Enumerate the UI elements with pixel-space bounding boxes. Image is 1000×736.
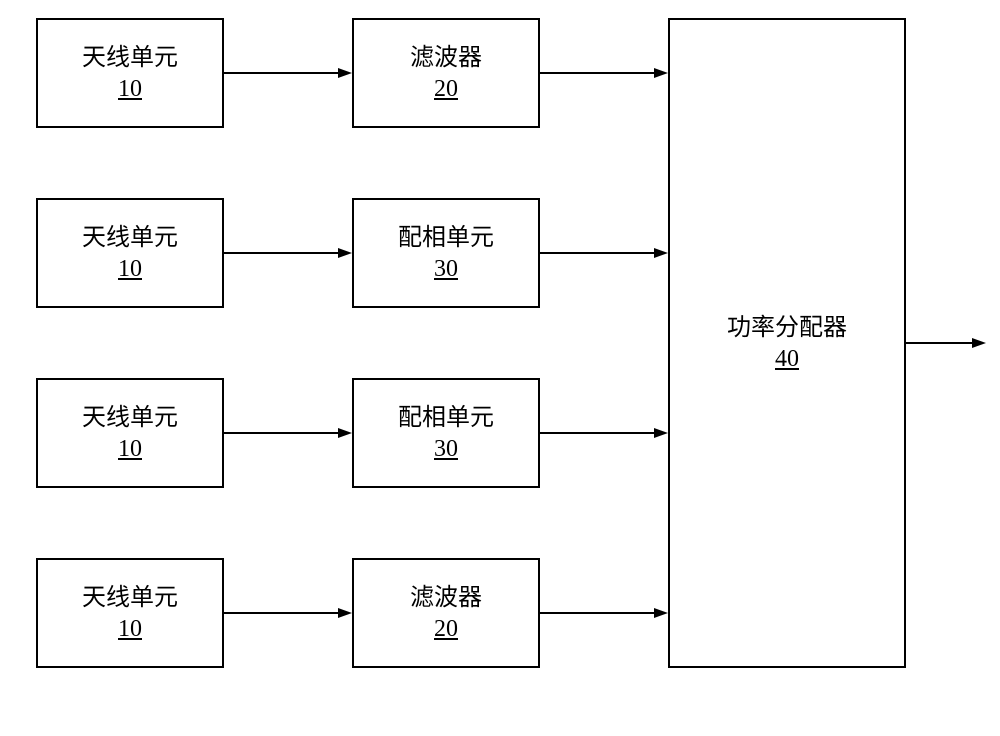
power-divider-label: 功率分配器 <box>727 313 847 344</box>
filter-1-num: 20 <box>434 76 458 103</box>
antenna-unit-3-label: 天线单元 <box>82 403 178 434</box>
power-divider-num: 40 <box>775 346 799 373</box>
antenna-unit-1-label: 天线单元 <box>82 43 178 74</box>
power-divider: 功率分配器 40 <box>668 18 906 668</box>
antenna-unit-1: 天线单元 10 <box>36 18 224 128</box>
antenna-unit-2-label: 天线单元 <box>82 223 178 254</box>
filter-2: 滤波器 20 <box>352 558 540 668</box>
antenna-unit-3: 天线单元 10 <box>36 378 224 488</box>
filter-2-label: 滤波器 <box>410 583 482 614</box>
antenna-unit-4-label: 天线单元 <box>82 583 178 614</box>
phase-unit-1: 配相单元 30 <box>352 198 540 308</box>
antenna-unit-1-num: 10 <box>118 76 142 103</box>
phase-unit-1-num: 30 <box>434 256 458 283</box>
phase-unit-2-num: 30 <box>434 436 458 463</box>
filter-1-label: 滤波器 <box>410 43 482 74</box>
antenna-unit-4-num: 10 <box>118 616 142 643</box>
antenna-unit-2: 天线单元 10 <box>36 198 224 308</box>
antenna-unit-3-num: 10 <box>118 436 142 463</box>
diagram-canvas: 天线单元 10 天线单元 10 天线单元 10 天线单元 10 滤波器 20 配… <box>0 0 1000 736</box>
phase-unit-2: 配相单元 30 <box>352 378 540 488</box>
phase-unit-2-label: 配相单元 <box>398 403 494 434</box>
antenna-unit-4: 天线单元 10 <box>36 558 224 668</box>
filter-1: 滤波器 20 <box>352 18 540 128</box>
phase-unit-1-label: 配相单元 <box>398 223 494 254</box>
filter-2-num: 20 <box>434 616 458 643</box>
antenna-unit-2-num: 10 <box>118 256 142 283</box>
